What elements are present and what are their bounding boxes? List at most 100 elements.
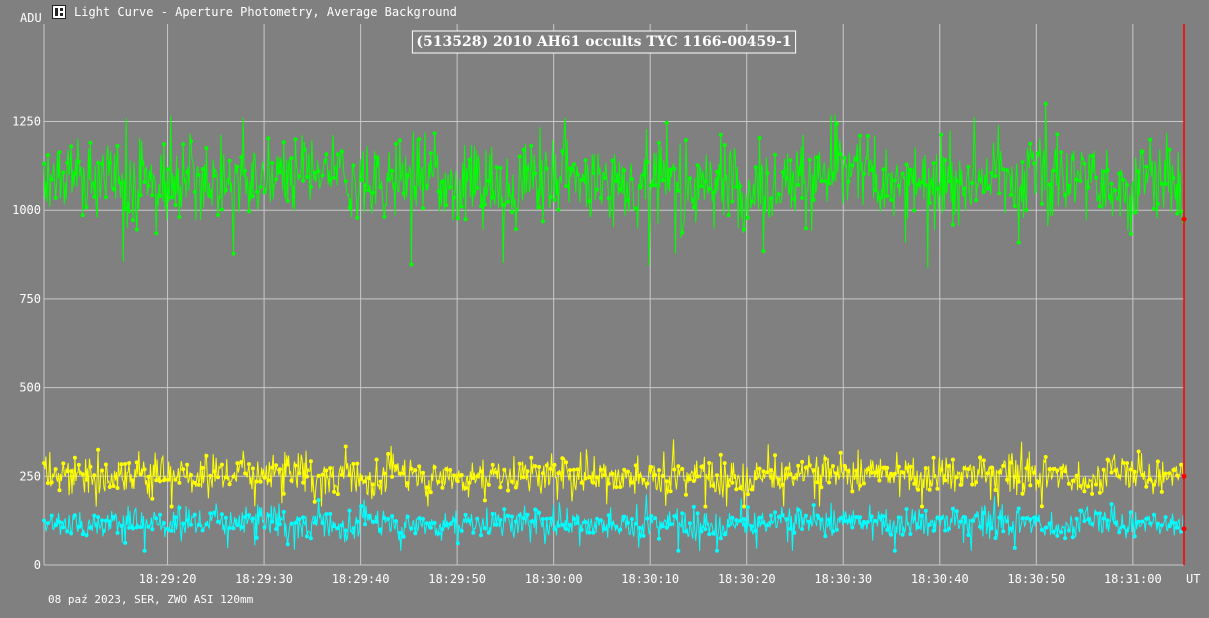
data-point-target — [834, 121, 839, 126]
data-point-background — [629, 517, 634, 522]
window-titlebar: Light Curve - Aperture Photometry, Avera… — [52, 3, 457, 21]
data-point-background — [444, 523, 449, 528]
data-point-background — [537, 510, 542, 515]
data-point-background — [800, 527, 805, 531]
data-point-comparison — [769, 468, 774, 473]
data-point-comparison — [463, 486, 468, 491]
data-point-comparison — [1148, 477, 1153, 482]
data-point-target — [142, 180, 147, 184]
data-point-background — [1094, 511, 1098, 516]
data-point-target — [432, 131, 437, 136]
data-point-comparison — [796, 463, 801, 468]
data-point-comparison — [169, 504, 174, 509]
data-point-target — [1136, 169, 1141, 174]
data-point-comparison — [548, 466, 553, 471]
data-point-target — [277, 170, 282, 174]
data-point-target — [939, 132, 944, 137]
data-point-background — [378, 527, 383, 532]
data-point-background — [595, 516, 600, 521]
y-tick-label: 1000 — [12, 203, 41, 217]
data-point-target — [614, 179, 619, 184]
data-point-target — [1113, 188, 1118, 193]
data-point-background — [1171, 520, 1176, 525]
data-point-comparison — [417, 464, 422, 469]
data-point-target — [831, 171, 835, 176]
data-point-comparison — [923, 466, 928, 471]
data-point-background — [641, 533, 646, 538]
data-point-target — [127, 209, 132, 214]
data-point-comparison — [672, 467, 677, 472]
data-point-background — [637, 525, 642, 530]
data-point-target — [440, 179, 445, 184]
data-point-comparison — [575, 467, 580, 472]
data-point-background — [954, 509, 959, 514]
x-tick-label: 18:30:40 — [911, 572, 969, 586]
data-point-comparison — [397, 471, 402, 476]
data-point-comparison — [819, 485, 824, 490]
data-point-background — [1059, 530, 1064, 535]
data-point-target — [231, 251, 236, 256]
data-point-background — [579, 527, 584, 532]
data-point-comparison — [185, 462, 190, 467]
data-point-background — [896, 515, 901, 520]
data-point-target — [270, 161, 275, 165]
data-point-comparison — [351, 461, 356, 466]
data-point-target — [784, 176, 789, 181]
data-point-target — [297, 174, 302, 179]
data-point-target — [738, 184, 743, 189]
data-point-target — [958, 181, 963, 186]
data-point-background — [243, 515, 248, 519]
data-point-background — [552, 527, 557, 532]
data-point-background — [490, 511, 495, 516]
data-point-background — [1105, 518, 1110, 523]
data-point-target — [571, 162, 576, 167]
data-point-comparison — [598, 467, 603, 472]
data-point-comparison — [707, 461, 712, 465]
data-point-background — [316, 498, 321, 503]
data-point-background — [602, 527, 607, 531]
data-point-target — [1051, 168, 1056, 173]
data-point-comparison — [873, 470, 878, 475]
data-point-background — [281, 509, 286, 514]
data-point-target — [560, 149, 565, 154]
data-point-background — [525, 512, 530, 517]
data-point-background — [262, 525, 267, 530]
data-point-target — [1043, 101, 1048, 106]
data-point-comparison — [274, 463, 279, 468]
data-point-comparison — [622, 467, 627, 472]
data-point-target — [629, 177, 634, 182]
data-point-target — [1047, 182, 1052, 187]
data-point-target — [908, 167, 913, 172]
data-point-target — [107, 160, 112, 165]
data-point-target — [1109, 181, 1114, 186]
data-point-target — [788, 158, 793, 163]
data-point-comparison — [633, 463, 638, 468]
data-point-background — [428, 525, 433, 530]
data-point-comparison — [838, 450, 843, 455]
data-point-background — [803, 513, 808, 518]
data-point-target — [57, 150, 62, 155]
x-tick-label: 18:29:40 — [332, 572, 390, 586]
data-point-comparison — [618, 485, 623, 489]
data-point-comparison — [579, 480, 584, 485]
data-point-background — [80, 532, 85, 537]
data-point-comparison — [1001, 463, 1006, 468]
data-point-target — [185, 170, 190, 174]
x-tick-label: 18:30:30 — [814, 572, 872, 586]
data-point-background — [1012, 545, 1017, 550]
data-point-background — [657, 536, 661, 541]
data-point-comparison — [440, 485, 445, 490]
data-point-background — [865, 520, 870, 524]
data-point-comparison — [355, 461, 360, 466]
data-point-background — [1136, 519, 1141, 524]
data-point-comparison — [1090, 491, 1095, 496]
data-point-target — [448, 185, 453, 190]
data-point-background — [467, 519, 472, 523]
data-point-target — [366, 188, 371, 193]
data-point-target — [146, 183, 151, 188]
data-point-target — [595, 187, 600, 192]
data-point-background — [506, 513, 511, 518]
data-point-comparison — [614, 485, 619, 490]
data-point-comparison — [970, 482, 975, 487]
